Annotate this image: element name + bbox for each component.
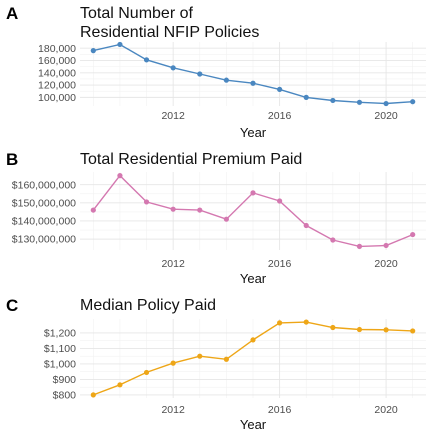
data-point: [304, 223, 309, 228]
y-tick-label: $140,000,000: [12, 216, 76, 228]
y-tick-label: $160,000,000: [12, 179, 76, 191]
y-tick-label: $150,000,000: [12, 197, 76, 209]
data-point: [144, 199, 149, 204]
x-tick-label: 2020: [374, 404, 398, 416]
x-tick-label: 2016: [268, 258, 292, 270]
x-tick-label: 2016: [268, 404, 292, 416]
data-point: [91, 207, 96, 212]
minor-gridlines: [80, 319, 426, 398]
data-point: [383, 327, 388, 332]
panel-a: A Total Number of Residential NFIP Polic…: [0, 0, 440, 146]
minor-gridlines: [80, 172, 426, 250]
data-point: [224, 217, 229, 222]
y-tick-label: 120,000: [38, 80, 76, 92]
y-tick-label: $1,100: [44, 343, 76, 355]
x-axis-label: Year: [240, 271, 267, 286]
x-tick-label: 2020: [374, 110, 398, 122]
y-tick-label: $800: [53, 390, 77, 402]
x-tick-label: 2020: [374, 258, 398, 270]
data-point: [91, 392, 96, 397]
data-point: [197, 354, 202, 359]
x-axis-label: Year: [240, 417, 267, 432]
data-point: [144, 370, 149, 375]
line-chart: $130,000,000 $140,000,000 $150,000,000 $160…: [0, 146, 440, 292]
panel-c: C Median Policy Paid $800 $900 $1,000 $1,10…: [0, 292, 440, 438]
data-point: [91, 48, 96, 53]
y-tick-label: 160,000: [38, 55, 76, 67]
data-point: [197, 71, 202, 76]
data-point: [277, 198, 282, 203]
data-point: [357, 327, 362, 332]
data-point: [330, 237, 335, 242]
y-tick-label: 180,000: [38, 43, 76, 55]
data-point: [357, 100, 362, 105]
data-point: [250, 337, 255, 342]
x-tick-label: 2012: [161, 258, 185, 270]
y-tick-label: $130,000,000: [12, 234, 76, 246]
x-tick-label: 2012: [161, 404, 185, 416]
data-point: [410, 328, 415, 333]
data-point: [171, 207, 176, 212]
data-point: [117, 382, 122, 387]
y-tick-label: $900: [53, 374, 77, 386]
data-point: [330, 98, 335, 103]
data-point: [304, 95, 309, 100]
y-tick-label: 140,000: [38, 67, 76, 79]
x-tick-label: 2012: [161, 110, 185, 122]
data-point: [144, 57, 149, 62]
data-point: [171, 361, 176, 366]
data-point: [277, 87, 282, 92]
data-point: [410, 232, 415, 237]
x-axis-label: Year: [240, 125, 267, 140]
data-point: [117, 173, 122, 178]
data-point: [277, 320, 282, 325]
x-tick-label: 2016: [268, 110, 292, 122]
data-point: [383, 101, 388, 106]
data-point: [171, 65, 176, 70]
data-point: [197, 207, 202, 212]
data-point: [383, 243, 388, 248]
data-point: [304, 319, 309, 324]
data-point: [250, 81, 255, 86]
data-point: [224, 357, 229, 362]
data-point: [250, 190, 255, 195]
data-point: [410, 99, 415, 104]
line-chart: $800 $900 $1,000 $1,100 $1,200 2012 2016 2020 Ye…: [0, 292, 440, 438]
data-point: [330, 325, 335, 330]
y-tick-label: $1,200: [44, 328, 76, 340]
y-tick-label: 100,000: [38, 92, 76, 104]
data-point: [224, 78, 229, 83]
data-point: [357, 244, 362, 249]
data-point: [117, 42, 122, 47]
y-tick-label: $1,000: [44, 359, 76, 371]
panel-b: B Total Residential Premium Paid $130,00…: [0, 146, 440, 292]
